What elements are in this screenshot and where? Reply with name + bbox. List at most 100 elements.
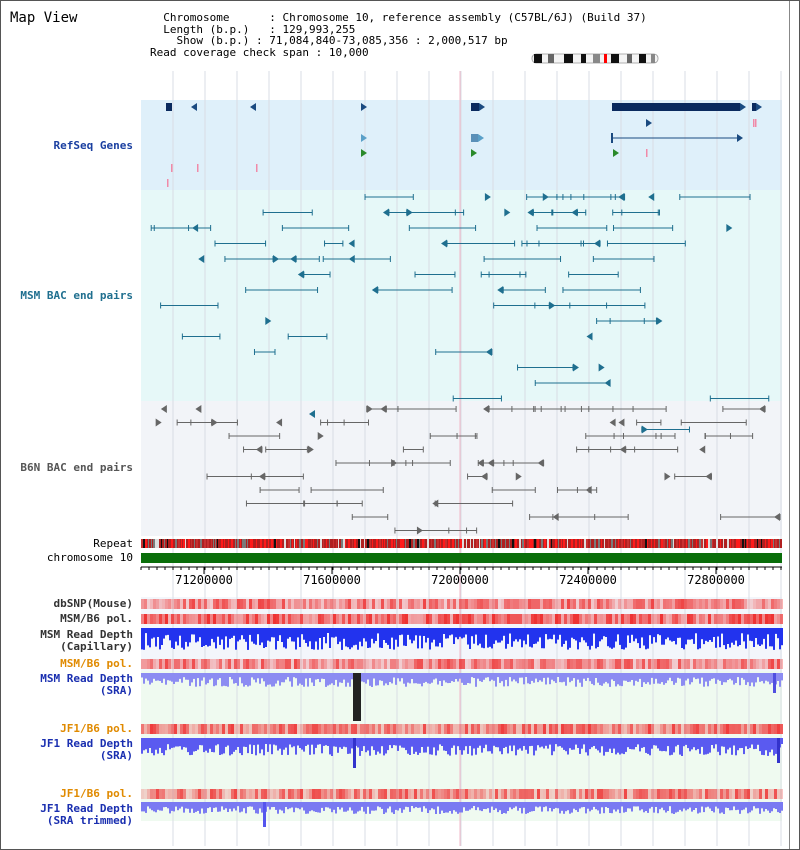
jf1-b6-pol-label[interactable]: JF1/B6 pol. (60, 722, 133, 735)
density-tracks[interactable] (141, 599, 783, 799)
jf1-read-depth-trimmed-label[interactable]: JF1 Read Depth (SRA trimmed) (40, 802, 133, 827)
density-cell (738, 599, 741, 609)
depth-bar (203, 738, 205, 753)
jf1-b6-pol-2-label[interactable]: JF1/B6 pol. (60, 787, 133, 800)
depth-bar (657, 738, 659, 749)
bac-end (391, 459, 398, 467)
density-cell (147, 599, 150, 609)
repeat-element (458, 539, 459, 548)
depth-bar (211, 802, 213, 812)
repeat-element (462, 539, 464, 548)
depth-bar (221, 673, 223, 687)
msm-read-depth-sra-label[interactable]: MSM Read Depth (SRA) (40, 672, 133, 697)
density-cell (402, 659, 405, 669)
depth-bar (273, 738, 275, 745)
density-cell (519, 789, 522, 799)
msm-read-depth-capillary-label[interactable]: MSM Read Depth (Capillary) (40, 628, 133, 653)
repeat-element (276, 539, 277, 548)
density-cell (405, 724, 408, 734)
density-cell (519, 599, 522, 609)
depth-bar (401, 738, 403, 748)
depth-bar (195, 802, 197, 812)
density-cell (738, 789, 741, 799)
density-cell (519, 614, 522, 624)
depth-bar (477, 738, 479, 748)
density-cell (645, 659, 648, 669)
density-cell (657, 724, 660, 734)
density-cell (612, 789, 615, 799)
refseq-track[interactable] (166, 103, 762, 187)
depth-bar (437, 802, 439, 807)
bac-end (572, 363, 579, 372)
depth-bar (489, 673, 491, 682)
depth-bar (557, 673, 559, 677)
msm-b6-pol-label[interactable]: MSM/B6 pol. (60, 612, 133, 625)
depth-bar (711, 628, 713, 642)
density-cell (768, 724, 771, 734)
depth-bar (671, 802, 673, 814)
depth-bar (405, 673, 407, 687)
density-cell (303, 789, 306, 799)
depth-bar (519, 673, 521, 678)
depth-bar (289, 673, 291, 682)
depth-bar (573, 673, 575, 679)
repeat-element (534, 539, 536, 548)
density-cell (486, 724, 489, 734)
gene-mark (753, 119, 755, 127)
density-cell (627, 724, 630, 734)
density-cell (585, 724, 588, 734)
density-cell (657, 599, 660, 609)
bac-end (527, 208, 534, 217)
density-cell (684, 789, 687, 799)
msm-b6-pol-2-label[interactable]: MSM/B6 pol. (60, 657, 133, 670)
depth-bar (739, 673, 741, 686)
b6n-bac-label[interactable]: B6N BAC end pairs (20, 461, 133, 474)
b6n-bac-track[interactable] (155, 405, 781, 535)
chromosome-ideogram[interactable] (531, 53, 659, 64)
depth-bar (411, 673, 413, 679)
depth-bar (543, 628, 545, 649)
depth-tracks[interactable] (141, 628, 783, 827)
density-cell (360, 789, 363, 799)
chromosome-bar[interactable] (141, 553, 782, 563)
depth-bar (705, 738, 707, 755)
dbsnp-label[interactable]: dbSNP(Mouse) (53, 597, 133, 610)
depth-bar (171, 673, 173, 682)
density-cell (513, 599, 516, 609)
density-cell (216, 614, 219, 624)
density-cell (231, 659, 234, 669)
density-cell (453, 599, 456, 609)
refseq-genes-label[interactable]: RefSeq Genes (53, 139, 133, 152)
density-cell (246, 614, 249, 624)
depth-bar (753, 628, 755, 647)
depth-bar (445, 628, 447, 639)
density-cell (705, 599, 708, 609)
depth-bar (591, 673, 593, 684)
depth-bar (727, 738, 729, 750)
depth-bar (545, 673, 547, 685)
bac-end (618, 418, 625, 427)
depth-bar (241, 628, 243, 636)
density-cell (678, 659, 681, 669)
depth-bar (567, 802, 569, 811)
density-cell (399, 599, 402, 609)
depth-bar (761, 738, 763, 755)
density-cell (441, 599, 444, 609)
depth-bar (521, 738, 523, 751)
depth-bar (771, 802, 773, 812)
depth-bar (539, 738, 541, 748)
depth-bar (631, 673, 633, 680)
jf1-read-depth-sra-label[interactable]: JF1 Read Depth (SRA) (40, 737, 133, 762)
density-cell (453, 789, 456, 799)
depth-bar (459, 738, 461, 751)
depth-bar (475, 802, 477, 811)
msm-bac-label[interactable]: MSM BAC end pairs (20, 289, 133, 302)
msm-bac-track[interactable] (150, 193, 770, 434)
depth-bar (591, 628, 593, 646)
depth-bar (535, 673, 537, 679)
depth-bar (521, 673, 523, 678)
depth-bar (775, 628, 777, 634)
depth-bar (537, 628, 539, 642)
repeat-track[interactable] (141, 539, 782, 548)
